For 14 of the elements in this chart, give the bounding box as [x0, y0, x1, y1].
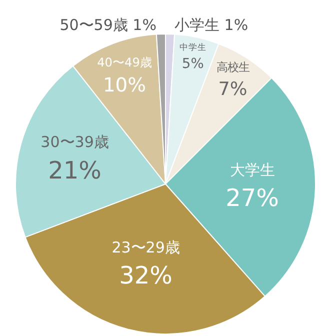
data-label: 27% [226, 184, 279, 212]
slice-label: 高校生 [216, 60, 250, 74]
slice-label: 小学生 1% [174, 16, 248, 34]
data-label: 32% [119, 261, 172, 290]
slice-label: 大学生 [230, 161, 275, 180]
data-label: 7% [218, 78, 248, 100]
slice-label: 23〜29歳 [112, 238, 180, 256]
data-label: 21% [48, 156, 102, 184]
slice-label: 40〜49歳 [97, 56, 152, 70]
data-label: 5% [182, 56, 204, 72]
slice-label: 30〜39歳 [40, 133, 109, 152]
slice-label: 50〜59歳 1% [60, 16, 156, 34]
slice-label: 中学生 [179, 42, 206, 53]
data-label: 10% [102, 74, 146, 97]
